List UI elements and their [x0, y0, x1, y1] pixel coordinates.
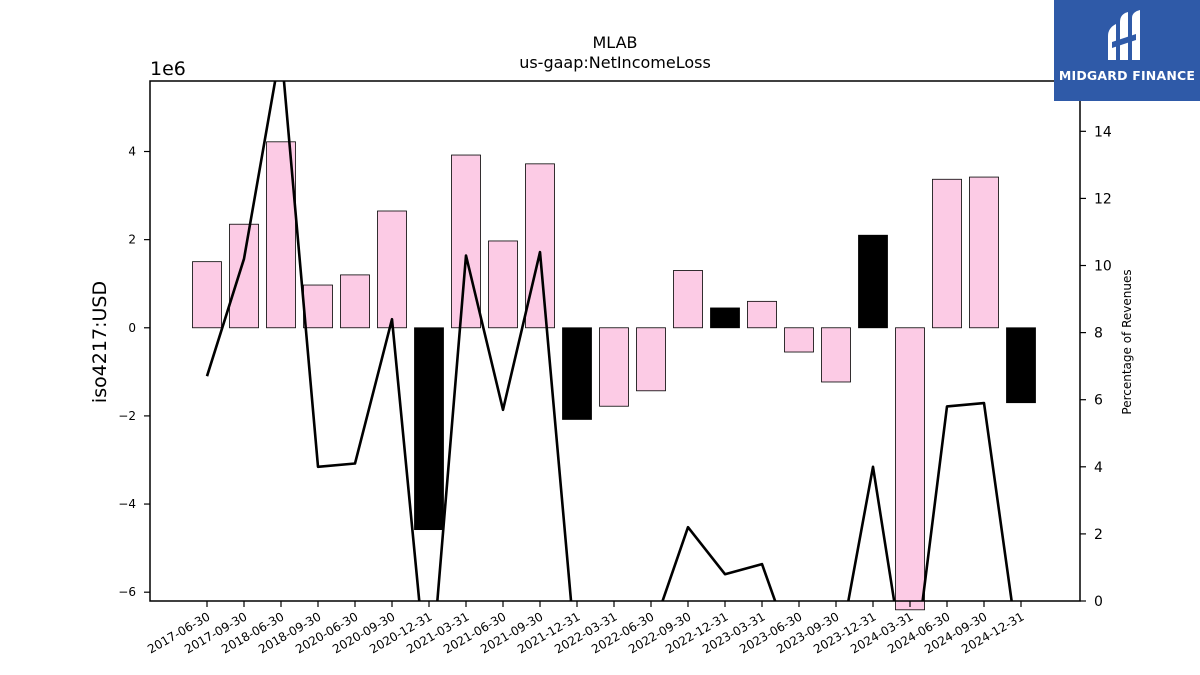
bar — [784, 327, 814, 353]
bar — [747, 300, 777, 329]
bar — [488, 240, 518, 329]
brand-name: MIDGARD FINANCE — [1058, 68, 1196, 83]
bar — [229, 223, 259, 329]
midgard-logo-icon — [1108, 10, 1140, 60]
y2-tick-label: 0 — [1094, 594, 1103, 610]
bar — [562, 327, 592, 420]
y-axis-label: iso4217:USD — [89, 281, 111, 403]
chart-title: MLAB — [592, 33, 637, 52]
bar — [895, 327, 925, 611]
bar — [599, 327, 629, 407]
y-tick-label: 0 — [128, 321, 136, 335]
y2-tick-label: 6 — [1094, 393, 1103, 409]
bar — [821, 327, 851, 383]
bar — [192, 261, 222, 329]
bar — [1006, 327, 1036, 404]
bar — [710, 307, 740, 329]
y2-tick-label: 14 — [1094, 124, 1112, 140]
line-group — [205, 81, 1013, 601]
y2-tick-label: 2 — [1094, 527, 1103, 543]
bar-group — [192, 141, 1036, 611]
bar — [303, 284, 333, 329]
plot-frame — [149, 80, 1081, 602]
y2-tick-label: 8 — [1094, 326, 1103, 342]
y-tick-label: −6 — [118, 585, 136, 599]
chart-subtitle: us-gaap:NetIncomeLoss — [519, 53, 711, 72]
y-tick-label: 2 — [128, 233, 136, 247]
y-tick-label: −2 — [118, 409, 136, 423]
bar — [932, 178, 962, 329]
bar — [858, 234, 888, 329]
y2-tick-label: 10 — [1094, 259, 1112, 275]
y2-tick-label: 4 — [1094, 460, 1103, 476]
bar — [340, 274, 370, 329]
bar — [377, 210, 407, 329]
y-offset-label: 1e6 — [150, 58, 186, 80]
y2-axis-label: Percentage of Revenues — [1120, 269, 1134, 414]
brand-logo: MIDGARD FINANCE — [1054, 0, 1200, 101]
y-tick-label: −4 — [118, 497, 136, 511]
y2-tick-label: 12 — [1094, 191, 1112, 207]
series-line — [205, 81, 1013, 601]
bar — [673, 270, 703, 329]
bar — [969, 176, 999, 329]
bar — [636, 327, 666, 392]
bar — [266, 141, 296, 329]
bar — [414, 327, 444, 531]
bar — [525, 163, 555, 329]
y-tick-label: 4 — [128, 145, 136, 159]
